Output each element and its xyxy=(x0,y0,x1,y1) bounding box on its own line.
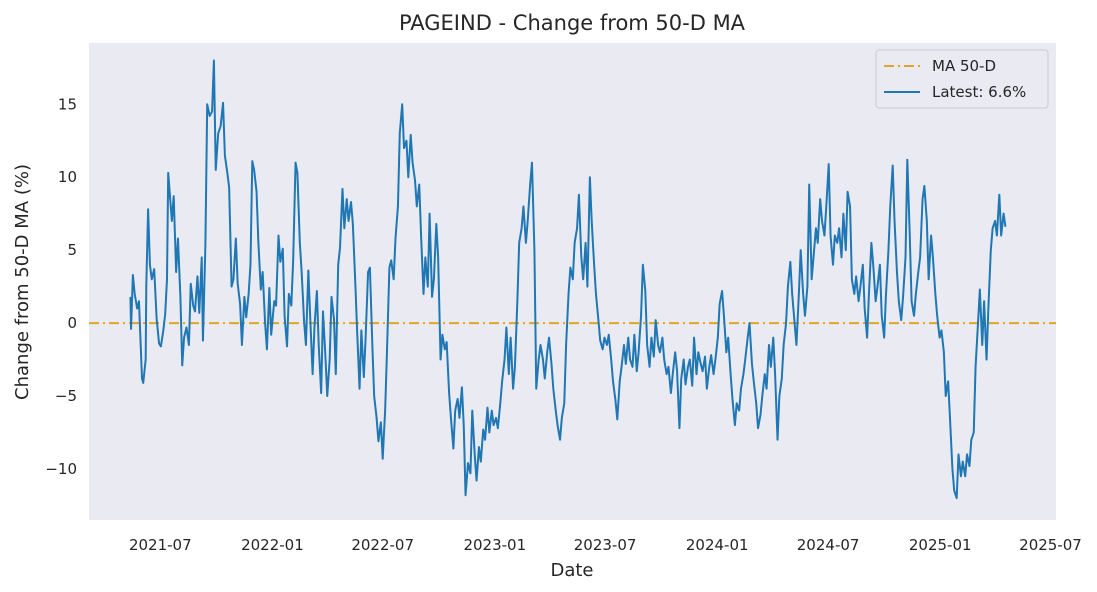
x-tick-label: 2021-07 xyxy=(129,536,192,554)
x-tick-label: 2025-07 xyxy=(1019,536,1082,554)
x-tick-label: 2023-01 xyxy=(463,536,526,554)
y-axis-ticks: −10 −5 0 5 10 15 xyxy=(45,95,77,478)
series-line xyxy=(129,59,1007,500)
legend-latest-label: Latest: 6.6% xyxy=(932,83,1026,101)
y-tick-label: 15 xyxy=(58,95,77,113)
legend-box xyxy=(875,49,1049,109)
x-tick-label: 2024-01 xyxy=(686,536,749,554)
y-tick-label: −5 xyxy=(55,387,77,405)
y-axis-title: Change from 50-D MA (%) xyxy=(12,164,33,400)
x-axis-ticks: 2021-07 2022-01 2022-07 2023-01 2023-07 2024-… xyxy=(129,536,1082,554)
x-axis-title: Date xyxy=(550,560,593,581)
x-tick-label: 2025-01 xyxy=(909,536,972,554)
x-tick-label: 2022-07 xyxy=(351,536,414,554)
y-tick-label: −10 xyxy=(45,460,77,478)
x-tick-label: 2024-07 xyxy=(797,536,860,554)
chart-title: PAGEIND - Change from 50-D MA xyxy=(399,11,746,35)
y-tick-label: 5 xyxy=(67,241,77,259)
x-tick-label: 2022-01 xyxy=(241,536,304,554)
legend: MA 50-D Latest: 6.6% xyxy=(875,49,1049,109)
legend-ma-label: MA 50-D xyxy=(932,57,996,75)
y-tick-label: 0 xyxy=(67,314,77,332)
y-tick-label: 10 xyxy=(58,168,77,186)
x-tick-label: 2023-07 xyxy=(574,536,637,554)
